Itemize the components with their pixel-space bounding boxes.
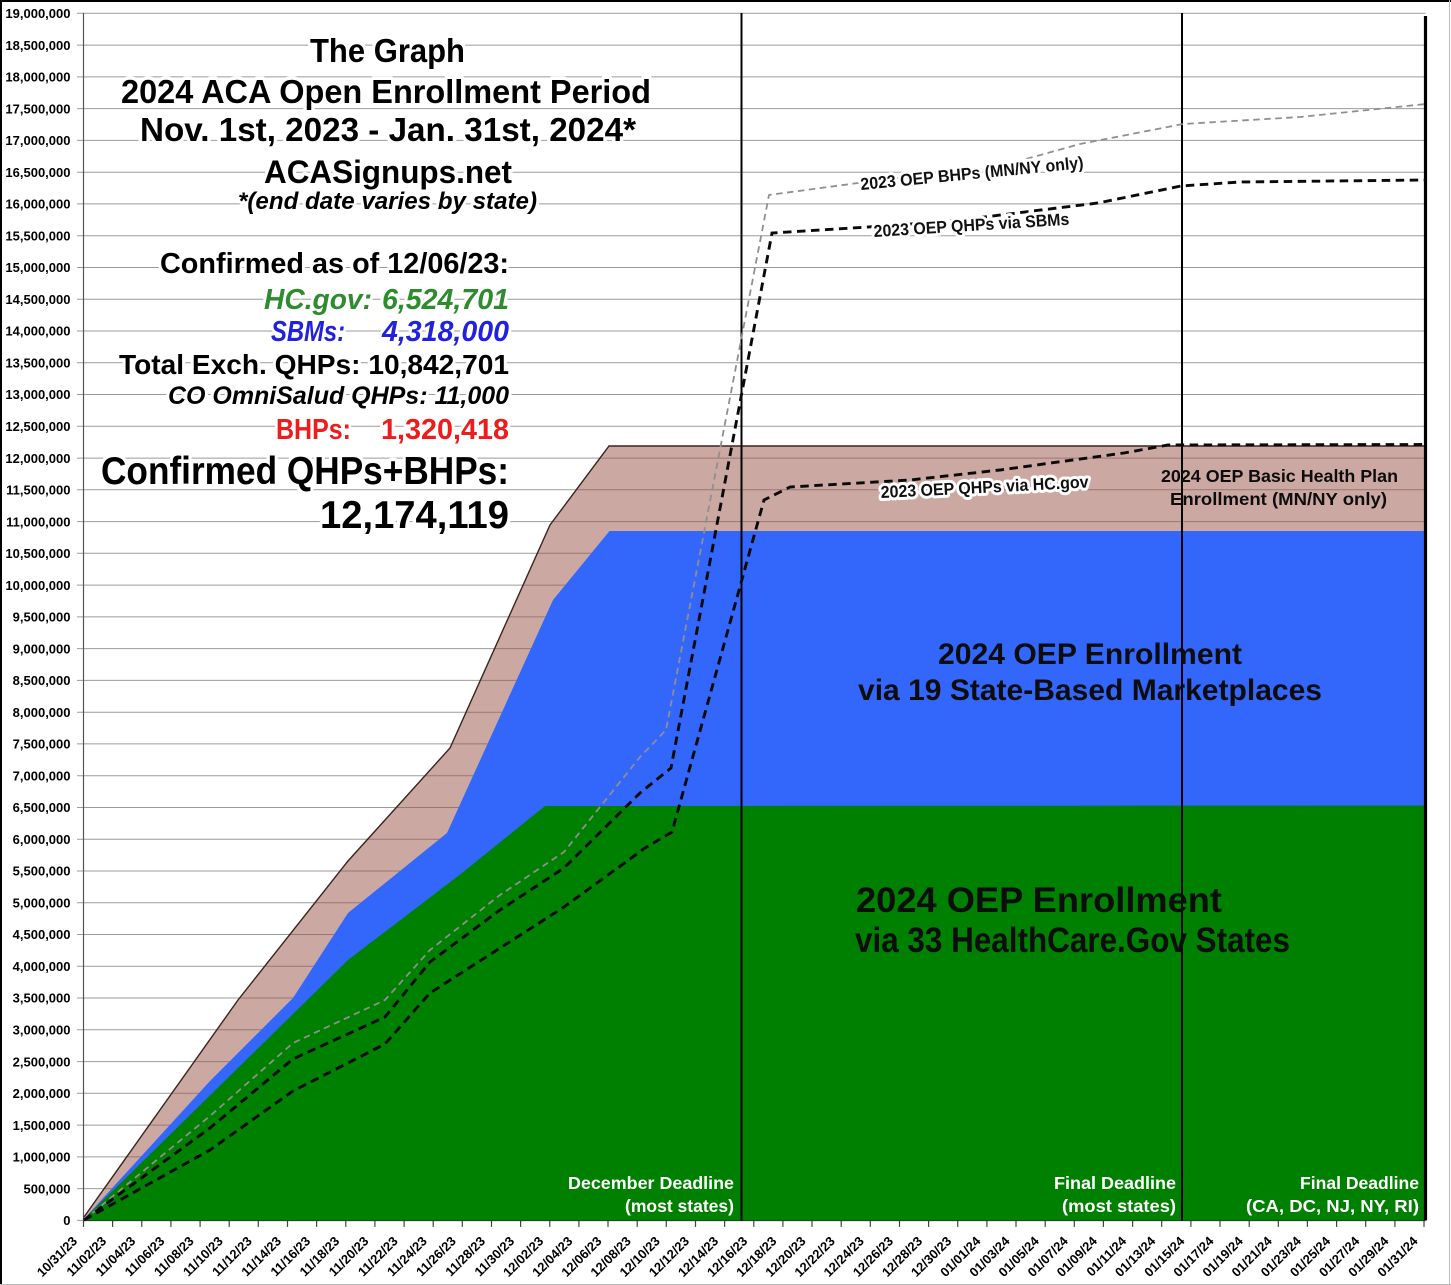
svg-text:Total Exch. QHPs: 10,842,701: Total Exch. QHPs: 10,842,701 xyxy=(119,349,509,380)
svg-text:16,000,000: 16,000,000 xyxy=(5,197,70,212)
svg-text:18,500,000: 18,500,000 xyxy=(5,38,70,53)
svg-text:18,000,000: 18,000,000 xyxy=(5,70,70,85)
svg-text:1,000,000: 1,000,000 xyxy=(13,1150,71,1165)
svg-text:14,500,000: 14,500,000 xyxy=(5,292,70,307)
svg-text:0: 0 xyxy=(63,1213,70,1228)
svg-text:17,500,000: 17,500,000 xyxy=(5,101,70,116)
svg-text:HC.gov:: HC.gov: xyxy=(264,284,372,316)
svg-text:BHPs:: BHPs: xyxy=(276,414,351,446)
svg-text:2024 OEP Enrollment: 2024 OEP Enrollment xyxy=(938,638,1242,671)
svg-text:12,500,000: 12,500,000 xyxy=(5,419,70,434)
svg-text:(most states): (most states) xyxy=(625,1196,734,1216)
svg-text:via 33 HealthCare.Gov States: via 33 HealthCare.Gov States xyxy=(855,921,1290,960)
svg-text:Enrollment (MN/NY only): Enrollment (MN/NY only) xyxy=(1170,489,1387,509)
svg-text:10,000,000: 10,000,000 xyxy=(5,578,70,593)
svg-text:5,000,000: 5,000,000 xyxy=(13,896,71,911)
svg-text:7,500,000: 7,500,000 xyxy=(13,737,71,752)
svg-text:19,000,000: 19,000,000 xyxy=(5,6,70,21)
svg-text:13,000,000: 13,000,000 xyxy=(5,387,70,402)
svg-text:(CA, DC, NJ, NY, RI): (CA, DC, NJ, NY, RI) xyxy=(1246,1196,1419,1216)
svg-text:15,000,000: 15,000,000 xyxy=(5,260,70,275)
svg-text:10,500,000: 10,500,000 xyxy=(5,546,70,561)
svg-text:3,500,000: 3,500,000 xyxy=(13,991,71,1006)
svg-text:Confirmed as of 12/06/23:: Confirmed as of 12/06/23: xyxy=(160,248,509,280)
svg-text:Nov. 1st, 2023 - Jan. 31st, 20: Nov. 1st, 2023 - Jan. 31st, 2024* xyxy=(140,111,636,148)
svg-text:2,000,000: 2,000,000 xyxy=(13,1086,71,1101)
svg-text:2024 ACA Open Enrollment Perio: 2024 ACA Open Enrollment Period xyxy=(121,73,651,110)
svg-text:17,000,000: 17,000,000 xyxy=(5,133,70,148)
svg-text:1,500,000: 1,500,000 xyxy=(13,1118,71,1133)
svg-text:2024 OEP Enrollment: 2024 OEP Enrollment xyxy=(856,881,1222,920)
svg-text:Final Deadline: Final Deadline xyxy=(1300,1173,1419,1193)
svg-text:CO OmniSalud QHPs: 11,000: CO OmniSalud QHPs: 11,000 xyxy=(168,382,509,410)
svg-text:15,500,000: 15,500,000 xyxy=(5,228,70,243)
svg-text:14,000,000: 14,000,000 xyxy=(5,324,70,339)
svg-text:11,000,000: 11,000,000 xyxy=(6,514,70,529)
svg-text:12,000,000: 12,000,000 xyxy=(5,451,70,466)
svg-text:2,500,000: 2,500,000 xyxy=(13,1054,71,1069)
svg-text:8,500,000: 8,500,000 xyxy=(13,673,71,688)
svg-text:7,000,000: 7,000,000 xyxy=(13,768,71,783)
svg-text:1,320,418: 1,320,418 xyxy=(381,414,509,446)
svg-text:ACASignups.net: ACASignups.net xyxy=(264,154,512,190)
svg-text:11,500,000: 11,500,000 xyxy=(6,483,70,498)
svg-text:9,500,000: 9,500,000 xyxy=(13,610,71,625)
svg-text:Final Deadline: Final Deadline xyxy=(1054,1173,1176,1193)
svg-text:SBMs:: SBMs: xyxy=(271,316,345,348)
svg-text:4,500,000: 4,500,000 xyxy=(13,927,71,942)
svg-text:3,000,000: 3,000,000 xyxy=(13,1023,71,1038)
svg-text:6,000,000: 6,000,000 xyxy=(13,832,71,847)
svg-text:16,500,000: 16,500,000 xyxy=(5,165,70,180)
svg-text:9,000,000: 9,000,000 xyxy=(13,641,71,656)
svg-text:500,000: 500,000 xyxy=(24,1181,71,1196)
svg-text:6,500,000: 6,500,000 xyxy=(13,800,71,815)
svg-text:The Graph: The Graph xyxy=(310,32,465,69)
svg-text:December Deadline: December Deadline xyxy=(568,1173,734,1193)
svg-text:6,524,701: 6,524,701 xyxy=(382,284,509,316)
svg-text:(most states): (most states) xyxy=(1062,1196,1176,1216)
svg-text:13,500,000: 13,500,000 xyxy=(5,356,70,371)
svg-text:4,318,000: 4,318,000 xyxy=(381,316,509,348)
svg-text:12,174,119: 12,174,119 xyxy=(320,494,509,537)
svg-text:5,500,000: 5,500,000 xyxy=(13,864,71,879)
svg-text:8,000,000: 8,000,000 xyxy=(13,705,71,720)
svg-text:via 19 State-Based Marketplace: via 19 State-Based Marketplaces xyxy=(858,674,1322,707)
svg-text:*(end date varies by state): *(end date varies by state) xyxy=(238,188,537,215)
svg-text:2024 OEP Basic Health Plan: 2024 OEP Basic Health Plan xyxy=(1161,466,1398,486)
svg-text:4,000,000: 4,000,000 xyxy=(13,959,71,974)
svg-text:Confirmed QHPs+BHPs:: Confirmed QHPs+BHPs: xyxy=(101,450,509,493)
